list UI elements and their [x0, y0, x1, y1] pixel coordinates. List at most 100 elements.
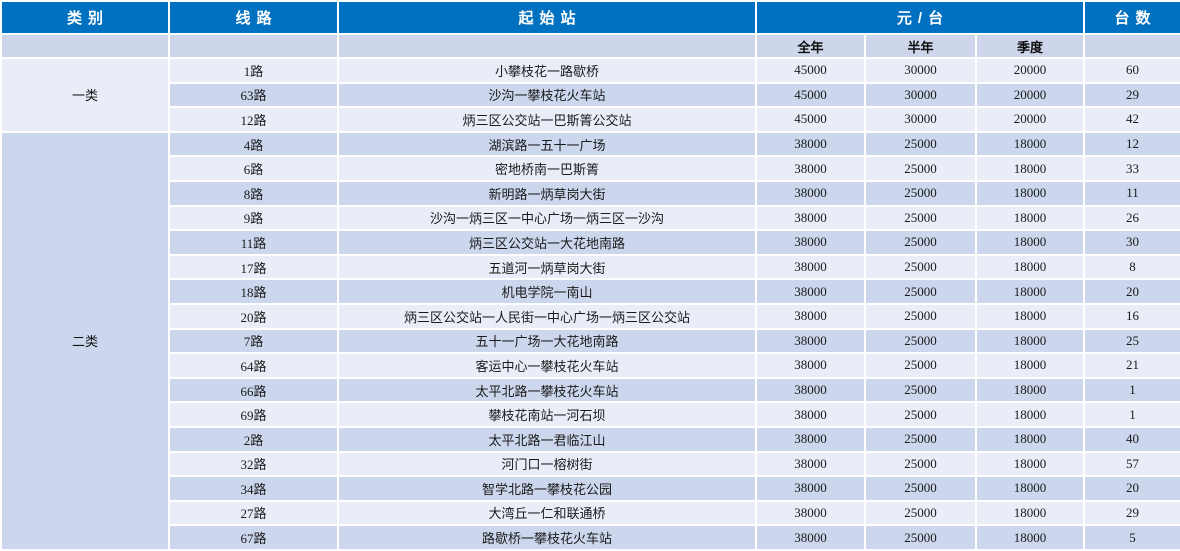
- units-cell: 60: [1083, 57, 1180, 84]
- stations-cell: 太平北路一攀枝花火车站: [337, 376, 757, 404]
- price-quarter-cell: 18000: [974, 327, 1086, 355]
- price-half-year-cell: 25000: [864, 327, 977, 355]
- price-half-year-cell: 25000: [864, 352, 977, 379]
- table-header: 类别 线路 起始站 元/台 台数 全年 半年 季度: [0, 0, 1180, 59]
- column-header-price-per-unit: 元/台: [754, 0, 1086, 35]
- price-half-year-cell: 25000: [864, 302, 977, 330]
- price-full-year-cell: 38000: [755, 450, 866, 478]
- price-quarter-cell: 18000: [974, 253, 1086, 281]
- route-cell: 2路: [168, 425, 339, 453]
- price-half-year-cell: 25000: [864, 253, 977, 281]
- units-cell: 1: [1083, 401, 1180, 428]
- units-cell: 20: [1083, 475, 1180, 502]
- price-full-year-cell: 38000: [755, 278, 866, 305]
- stations-cell: 炳三区公交站一人民街一中心广场一炳三区公交站: [337, 302, 757, 330]
- table-row: 17路 五道河一炳草岗大街 38000 25000 18000 8: [1, 253, 1180, 281]
- stations-cell: 大湾丘一仁和联通桥: [337, 499, 757, 527]
- price-full-year-cell: 38000: [755, 401, 866, 428]
- route-cell: 12路: [168, 106, 339, 133]
- price-full-year-cell: 38000: [755, 130, 866, 158]
- price-full-year-cell: 38000: [755, 253, 866, 281]
- units-cell: 57: [1083, 450, 1180, 478]
- units-cell: 21: [1083, 352, 1180, 379]
- route-cell: 63路: [168, 81, 339, 109]
- units-cell: 40: [1083, 425, 1180, 453]
- route-cell: 32路: [168, 450, 339, 478]
- route-cell: 9路: [168, 204, 339, 232]
- price-half-year-cell: 30000: [864, 81, 977, 109]
- price-quarter-cell: 18000: [974, 499, 1086, 527]
- price-half-year-cell: 25000: [864, 425, 977, 453]
- stations-cell: 河门口一榕树街: [337, 450, 757, 478]
- stations-cell: 小攀枝花一路歇桥: [337, 57, 757, 84]
- stations-cell: 新明路一炳草岗大街: [337, 179, 757, 207]
- table-row: 34路 智学北路一攀枝花公园 38000 25000 18000 20: [1, 475, 1180, 502]
- route-cell: 17路: [168, 253, 339, 281]
- stations-cell: 沙沟一炳三区一中心广场一炳三区一沙沟: [337, 204, 757, 232]
- price-full-year-cell: 38000: [755, 376, 866, 404]
- table-row: 69路 攀枝花南站一河石坝 38000 25000 18000 1: [1, 401, 1180, 428]
- price-half-year-cell: 25000: [864, 130, 977, 158]
- units-cell: 20: [1083, 278, 1180, 305]
- price-half-year-cell: 25000: [864, 229, 977, 256]
- price-full-year-cell: 45000: [755, 106, 866, 133]
- price-half-year-cell: 25000: [864, 179, 977, 207]
- price-quarter-cell: 18000: [974, 204, 1086, 232]
- price-quarter-cell: 18000: [974, 278, 1086, 305]
- units-cell: 29: [1083, 499, 1180, 527]
- column-header-category: 类别: [0, 0, 170, 35]
- stations-cell: 客运中心一攀枝花火车站: [337, 352, 757, 379]
- units-cell: 33: [1083, 155, 1180, 182]
- price-full-year-cell: 38000: [755, 229, 866, 256]
- price-quarter-cell: 20000: [974, 81, 1086, 109]
- subheader-empty-category: [0, 33, 170, 59]
- route-cell: 6路: [168, 155, 339, 182]
- table-row: 18路 机电学院一南山 38000 25000 18000 20: [1, 278, 1180, 305]
- price-half-year-cell: 25000: [864, 499, 977, 527]
- subheader-empty-units: [1083, 33, 1180, 59]
- units-cell: 25: [1083, 327, 1180, 355]
- price-half-year-cell: 25000: [864, 450, 977, 478]
- route-cell: 67路: [168, 524, 339, 551]
- price-quarter-cell: 20000: [974, 57, 1086, 84]
- price-half-year-cell: 30000: [864, 57, 977, 84]
- column-header-stations: 起始站: [337, 0, 757, 35]
- table-row: 6路 密地桥南一巴斯箐 38000 25000 18000 33: [1, 155, 1180, 182]
- price-full-year-cell: 38000: [755, 179, 866, 207]
- price-full-year-cell: 38000: [755, 524, 866, 551]
- stations-cell: 湖滨路一五十一广场: [337, 130, 757, 158]
- units-cell: 30: [1083, 229, 1180, 256]
- table-row: 9路 沙沟一炳三区一中心广场一炳三区一沙沟 38000 25000 18000 26: [1, 204, 1180, 232]
- route-cell: 7路: [168, 327, 339, 355]
- price-full-year-cell: 45000: [755, 81, 866, 109]
- route-cell: 64路: [168, 352, 339, 379]
- table-row: 一类 1路 小攀枝花一路歇桥 45000 30000 20000 60: [0, 57, 1180, 133]
- units-cell: 16: [1083, 302, 1180, 330]
- table-row: 二类 4路 湖滨路一五十一广场 38000 25000 18000 12: [0, 130, 1180, 551]
- route-cell: 1路: [168, 57, 339, 84]
- route-cell: 20路: [168, 302, 339, 330]
- category-cell: 二类: [0, 130, 170, 551]
- route-cell: 4路: [168, 130, 339, 158]
- price-full-year-cell: 38000: [755, 155, 866, 182]
- price-full-year-cell: 38000: [755, 425, 866, 453]
- table-row: 20路 炳三区公交站一人民街一中心广场一炳三区公交站 38000 25000 18000…: [1, 302, 1180, 330]
- subheader-empty-stations: [337, 33, 757, 59]
- table-row: 32路 河门口一榕树街 38000 25000 18000 57: [1, 450, 1180, 478]
- price-full-year-cell: 38000: [755, 204, 866, 232]
- units-cell: 12: [1083, 130, 1180, 158]
- table-row: 27路 大湾丘一仁和联通桥 38000 25000 18000 29: [1, 499, 1180, 527]
- stations-cell: 沙沟一攀枝花火车站: [337, 81, 757, 109]
- price-half-year-cell: 25000: [864, 401, 977, 428]
- column-header-units: 台数: [1083, 0, 1180, 35]
- price-half-year-cell: 25000: [864, 155, 977, 182]
- stations-cell: 密地桥南一巴斯箐: [337, 155, 757, 182]
- stations-cell: 路歇桥一攀枝花火车站: [337, 524, 757, 551]
- route-cell: 18路: [168, 278, 339, 305]
- table-row: 12路 炳三区公交站一巴斯箐公交站 45000 30000 20000 42: [1, 106, 1180, 133]
- price-full-year-cell: 38000: [755, 352, 866, 379]
- price-quarter-cell: 18000: [974, 229, 1086, 256]
- price-quarter-cell: 18000: [974, 155, 1086, 182]
- route-cell: 69路: [168, 401, 339, 428]
- price-quarter-cell: 18000: [974, 425, 1086, 453]
